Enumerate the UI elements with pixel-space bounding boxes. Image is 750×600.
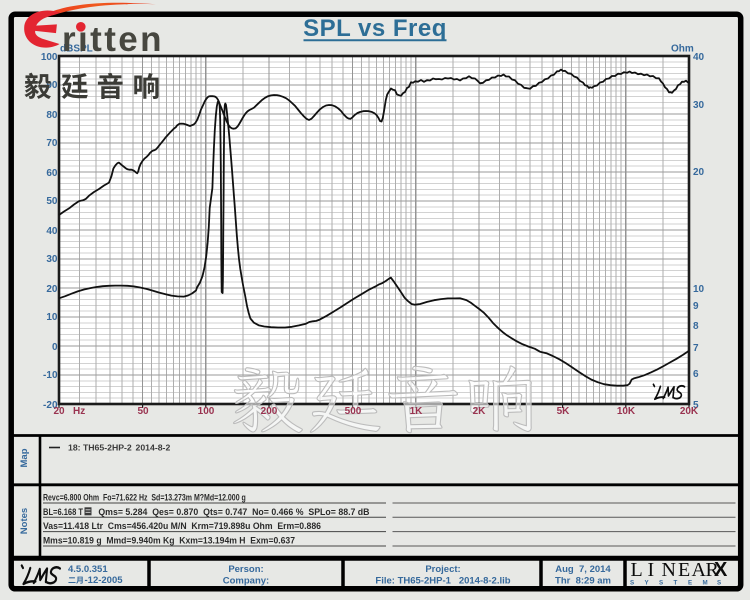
svg-text:BL=6.168 T: BL=6.168 T xyxy=(43,507,83,517)
svg-text:E: E xyxy=(688,580,692,587)
svg-text:20: 20 xyxy=(693,167,705,178)
svg-text:A: A xyxy=(692,559,707,581)
svg-text:Thr 8:29 am: Thr 8:29 am xyxy=(555,576,611,587)
svg-text:Mms=10.819 g Mmd=9.940m Kg K: Mms=10.819 g Mmd=9.940m Kg Kxm=13.194m H… xyxy=(43,536,295,546)
svg-text:L: L xyxy=(631,559,643,581)
svg-text:200: 200 xyxy=(261,406,278,417)
svg-text:R: R xyxy=(706,559,720,581)
svg-text:E: E xyxy=(678,559,690,581)
svg-text:Y: Y xyxy=(645,580,650,587)
svg-text:dBSPL: dBSPL xyxy=(60,44,93,55)
svg-text:7: 7 xyxy=(693,343,699,354)
svg-text:20: 20 xyxy=(53,406,65,417)
svg-text:10: 10 xyxy=(46,312,58,323)
svg-text:Map: Map xyxy=(19,448,30,467)
svg-text:Aug 7, 2014: Aug 7, 2014 xyxy=(555,564,611,575)
svg-text:2K: 2K xyxy=(473,406,487,417)
svg-text:20: 20 xyxy=(46,284,58,295)
svg-text:-10: -10 xyxy=(43,370,58,381)
svg-text:Ohm: Ohm xyxy=(671,44,694,55)
svg-text:-20: -20 xyxy=(43,400,58,411)
svg-text:S: S xyxy=(630,580,634,587)
svg-text:8: 8 xyxy=(693,321,699,332)
svg-text:SPL vs Freq: SPL vs Freq xyxy=(303,15,447,42)
svg-text:Project:: Project: xyxy=(425,564,460,575)
svg-text:10: 10 xyxy=(693,284,705,295)
svg-text:T: T xyxy=(674,580,678,587)
svg-text:100: 100 xyxy=(41,52,58,63)
svg-text:Revc=6.800 Ohm Fo=71.622 Hz: Revc=6.800 Ohm Fo=71.622 Hz Sd=13.273m M… xyxy=(43,493,246,503)
svg-text:9: 9 xyxy=(693,301,699,312)
svg-text:2014-8-2: 2014-8-2 xyxy=(136,443,171,453)
svg-text:30: 30 xyxy=(693,100,705,111)
svg-text:60: 60 xyxy=(46,168,58,179)
svg-text:40: 40 xyxy=(46,226,58,237)
svg-text:Person:: Person: xyxy=(228,564,263,575)
svg-text:File: TH65-2HP-1 2014-8-2.li: File: TH65-2HP-1 2014-8-2.lib xyxy=(375,576,510,587)
svg-text:Company:: Company: xyxy=(223,576,269,587)
svg-text:N: N xyxy=(662,559,676,581)
svg-text:70: 70 xyxy=(46,138,58,149)
svg-text:M: M xyxy=(703,580,708,587)
svg-text:80: 80 xyxy=(46,110,58,121)
svg-text:30: 30 xyxy=(46,254,58,265)
svg-text:20K: 20K xyxy=(680,406,699,417)
svg-text:50: 50 xyxy=(137,406,149,417)
svg-text:500: 500 xyxy=(345,406,362,417)
svg-text:40: 40 xyxy=(693,52,705,63)
svg-text:90: 90 xyxy=(46,80,58,91)
svg-text:Qms= 5.284 Qes= 0.870 Qts= 0: Qms= 5.284 Qes= 0.870 Qts= 0.747 No= 0.4… xyxy=(94,507,370,517)
svg-text:0: 0 xyxy=(52,342,58,353)
svg-text:1K: 1K xyxy=(410,406,424,417)
svg-text:Hz: Hz xyxy=(73,406,85,417)
svg-text:X: X xyxy=(714,559,728,581)
svg-text:5K: 5K xyxy=(557,406,571,417)
svg-text:S: S xyxy=(659,580,663,587)
svg-text:4.5.0.351: 4.5.0.351 xyxy=(68,564,108,575)
svg-text:Notes: Notes xyxy=(19,508,30,534)
svg-text:50: 50 xyxy=(46,196,58,207)
svg-text:18: TH65-2HP-2: 18: TH65-2HP-2 xyxy=(68,443,132,453)
svg-text:100: 100 xyxy=(198,406,215,417)
svg-text:S: S xyxy=(717,580,721,587)
svg-text:rıtten: rıtten xyxy=(62,20,164,59)
svg-text:-12-2005: -12-2005 xyxy=(85,575,124,586)
svg-text:6: 6 xyxy=(693,369,699,380)
svg-text:I: I xyxy=(648,559,655,581)
svg-text:10K: 10K xyxy=(617,406,636,417)
svg-text:Vas=11.418 Ltr Cms=456.420u M: Vas=11.418 Ltr Cms=456.420u M/N Krm=719.… xyxy=(43,521,321,531)
svg-text:5: 5 xyxy=(693,400,699,411)
